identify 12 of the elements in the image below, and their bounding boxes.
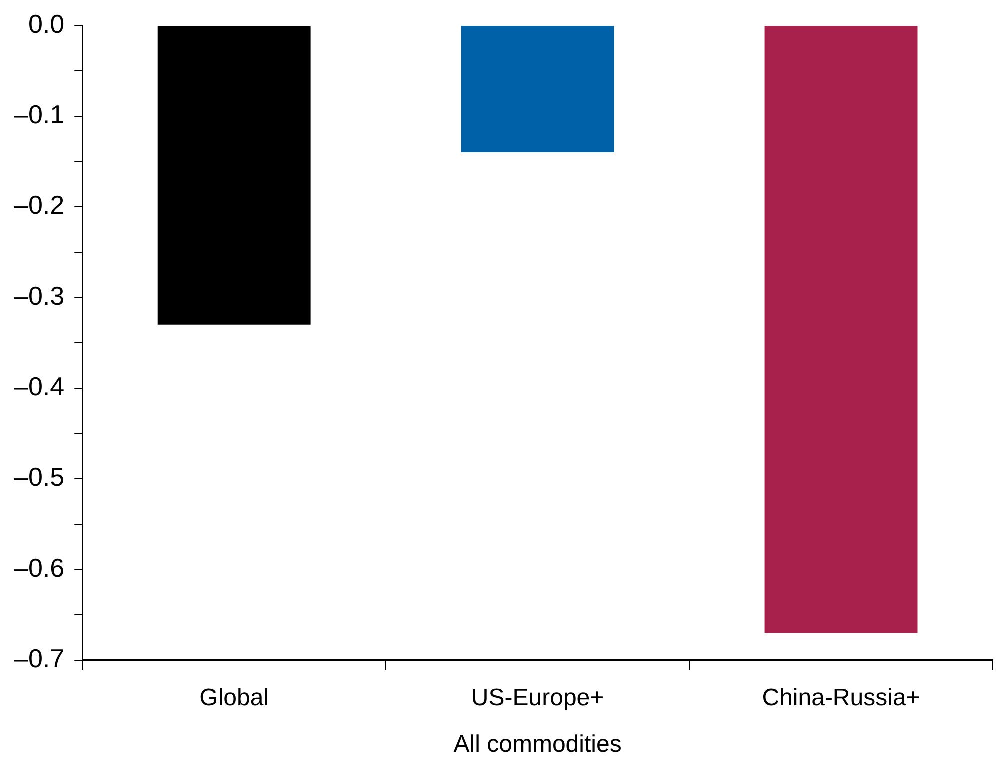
y-tick-label: –0.3	[14, 280, 65, 311]
x-tick-label: China-Russia+	[762, 684, 920, 712]
y-tick-label: 0.0	[28, 8, 65, 39]
y-tick-label: –0.4	[14, 372, 65, 402]
x-axis-title: All commodities	[454, 731, 622, 758]
y-tick-label: –0.6	[14, 552, 65, 583]
y-tick-label: –0.5	[14, 462, 65, 492]
y-tick-label: –0.1	[14, 99, 65, 130]
x-tick-label: US-Europe+	[471, 684, 604, 712]
y-tick-label: –0.2	[14, 190, 65, 220]
x-tick-label: Global	[200, 684, 270, 712]
y-tick-label: –0.7	[14, 644, 65, 674]
